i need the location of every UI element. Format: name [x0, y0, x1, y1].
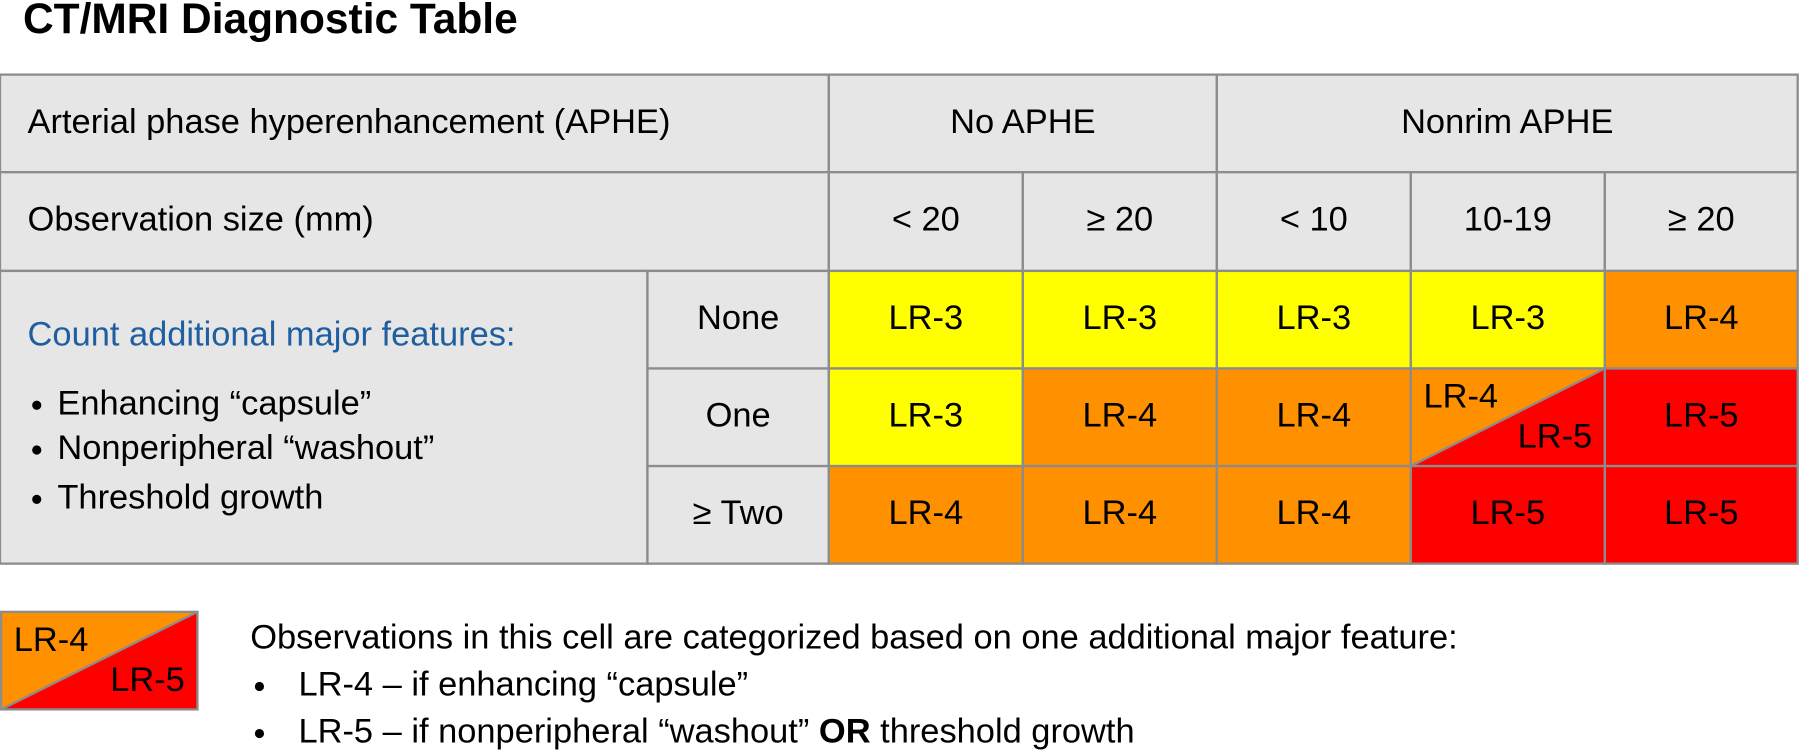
bullet — [254, 728, 265, 739]
text-part: LR-5 – if nonperipheral “washout” — [298, 713, 809, 751]
bullet — [32, 445, 42, 455]
header-text: ≥ 20 — [1086, 201, 1153, 239]
header-text: Observation size (mm) — [28, 201, 374, 239]
split-diagonal — [1410, 367, 1606, 468]
header-cell — [0, 73, 830, 174]
cell-text: LR-5 — [1664, 396, 1739, 434]
category-cell — [827, 269, 1024, 370]
cell-text: LR-4 — [1083, 396, 1158, 434]
row-label: One — [706, 396, 771, 434]
header-text: ≥ 20 — [1668, 201, 1735, 239]
header-cell — [0, 171, 830, 273]
category-cell — [1215, 269, 1412, 370]
row-label: ≥ Two — [693, 494, 784, 532]
header-text: No APHE — [950, 103, 1095, 141]
cell-text: LR-4 — [1083, 494, 1158, 532]
title: CT/MRI Diagnostic Table — [23, 0, 518, 42]
cell-text: LR-5 — [110, 661, 185, 699]
cell-border — [0, 610, 199, 711]
text-part: OR — [819, 713, 871, 751]
header-cell — [1215, 73, 1799, 174]
cell-text: LR-5 — [1664, 494, 1739, 532]
cell-text: LR-4 — [1277, 396, 1352, 434]
category-cell — [827, 367, 1024, 468]
features-cell — [0, 269, 649, 565]
cell-text: LR-4 — [14, 621, 89, 659]
feature-item: Enhancing “capsule” — [57, 384, 371, 422]
features-heading: Count additional major features: — [28, 315, 516, 353]
category-cell — [1021, 464, 1218, 565]
header-text: < 10 — [1280, 201, 1348, 239]
bullet — [32, 494, 42, 504]
bullet — [32, 400, 42, 410]
category-cell — [1215, 367, 1412, 468]
table: Arterial phase hyperenhancement (APHE) No… — [0, 73, 1799, 565]
cell-text: LR-3 — [1471, 299, 1546, 337]
category-cell — [1603, 464, 1799, 565]
header-cell — [827, 73, 1218, 174]
row-label-cell — [646, 367, 830, 468]
legend: Observations in this cell are categorize… — [0, 610, 1458, 751]
legend-item: LR-5 – if nonperipheral “washout” OR thr… — [298, 713, 1134, 751]
legend-item: LR-4 – if enhancing “capsule” — [298, 666, 748, 704]
bullet — [254, 681, 265, 692]
split-diagonal — [0, 610, 198, 711]
header-cell — [1021, 171, 1218, 273]
category-cell — [1021, 367, 1218, 468]
feature-item: Nonperipheral “washout” — [57, 429, 434, 467]
category-cell — [1603, 269, 1799, 370]
text-part: threshold growth — [880, 713, 1134, 751]
category-cell — [1409, 464, 1606, 565]
header-cell — [1409, 171, 1606, 273]
cell-text: LR-4 — [889, 494, 964, 532]
cell-text: LR-3 — [1083, 299, 1158, 337]
cell-text: LR-5 — [1471, 494, 1546, 532]
category-cell — [1215, 464, 1412, 565]
row-label-cell — [646, 464, 830, 565]
cell-text: LR-4 — [1664, 299, 1739, 337]
feature-item: Threshold growth — [57, 478, 323, 516]
legend-description: Observations in this cell are categorize… — [250, 618, 1457, 656]
cell-text: LR-3 — [889, 396, 964, 434]
cell-text: LR-3 — [1277, 299, 1352, 337]
header-text: Nonrim APHE — [1401, 103, 1613, 141]
header-text: 10-19 — [1464, 201, 1552, 239]
cell-text: LR-3 — [889, 299, 964, 337]
category-cell — [1603, 367, 1799, 468]
category-cell — [827, 464, 1024, 565]
row-label: None — [697, 299, 779, 337]
header-text: < 20 — [892, 201, 960, 239]
cell-text: LR-4 — [1423, 377, 1498, 415]
cell-text: LR-4 — [1277, 494, 1352, 532]
header-text: Arterial phase hyperenhancement (APHE) — [28, 103, 671, 141]
cell-text: LR-5 — [1518, 418, 1593, 456]
